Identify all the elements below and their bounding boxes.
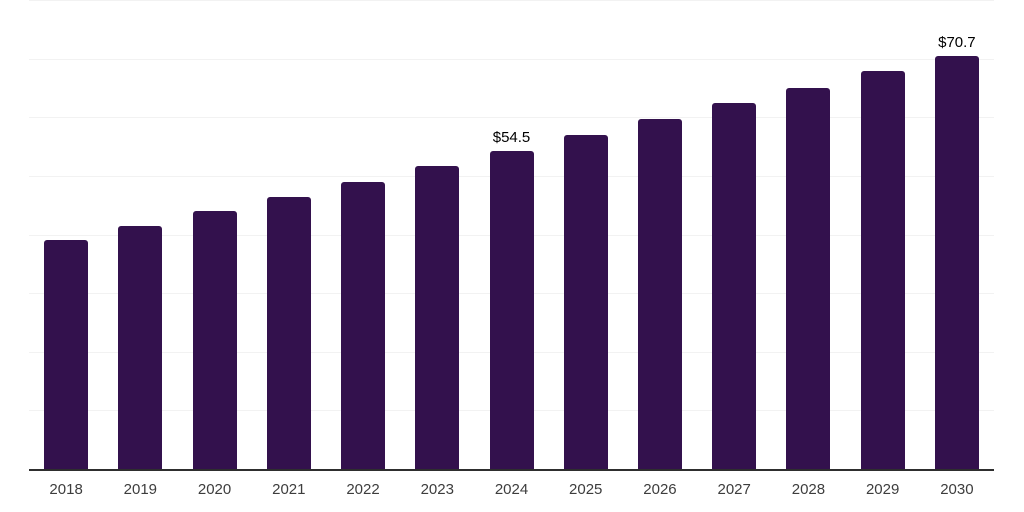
x-tick-2021: 2021 xyxy=(272,481,306,498)
x-tick-2023: 2023 xyxy=(420,481,454,498)
x-tick-2030: 2030 xyxy=(940,481,974,498)
x-tick-2020: 2020 xyxy=(197,481,232,498)
bar-2019 xyxy=(118,225,163,470)
x-tick-2028: 2028 xyxy=(791,481,826,498)
bar-2025 xyxy=(563,134,608,470)
bar-2023 xyxy=(415,166,460,470)
x-axis-labels: 2018 2019 2020 2021 2022 2023 2024 2025 2026 2027… xyxy=(29,481,994,501)
bar-2020 xyxy=(192,211,237,470)
bar-2024 xyxy=(489,150,534,470)
bar-2026 xyxy=(637,118,682,470)
bar-2029 xyxy=(860,71,905,470)
x-tick-2019: 2019 xyxy=(123,481,158,498)
x-tick-2022: 2022 xyxy=(346,481,380,498)
plot-area: $54.5 $70.7 xyxy=(29,0,994,471)
data-label-2030: $70.7 xyxy=(938,33,976,51)
x-tick-2029: 2029 xyxy=(865,481,900,498)
x-tick-2024: 2024 xyxy=(494,481,529,498)
x-tick-2018: 2018 xyxy=(49,481,83,498)
gridline-70 xyxy=(29,58,994,60)
bar-2018 xyxy=(44,239,89,470)
x-tick-2026: 2026 xyxy=(643,481,677,498)
x-axis-line xyxy=(29,469,994,471)
gridline-60 xyxy=(29,117,994,119)
data-label-2024: $54.5 xyxy=(492,128,531,146)
bar-2028 xyxy=(786,87,831,470)
bar-2030 xyxy=(934,55,979,470)
bar-2027 xyxy=(712,103,757,470)
bar-2022 xyxy=(341,181,386,470)
x-tick-2025: 2025 xyxy=(569,481,603,498)
x-tick-2027: 2027 xyxy=(717,481,751,498)
gridline-80 xyxy=(29,0,994,1)
bar-2021 xyxy=(266,196,311,470)
